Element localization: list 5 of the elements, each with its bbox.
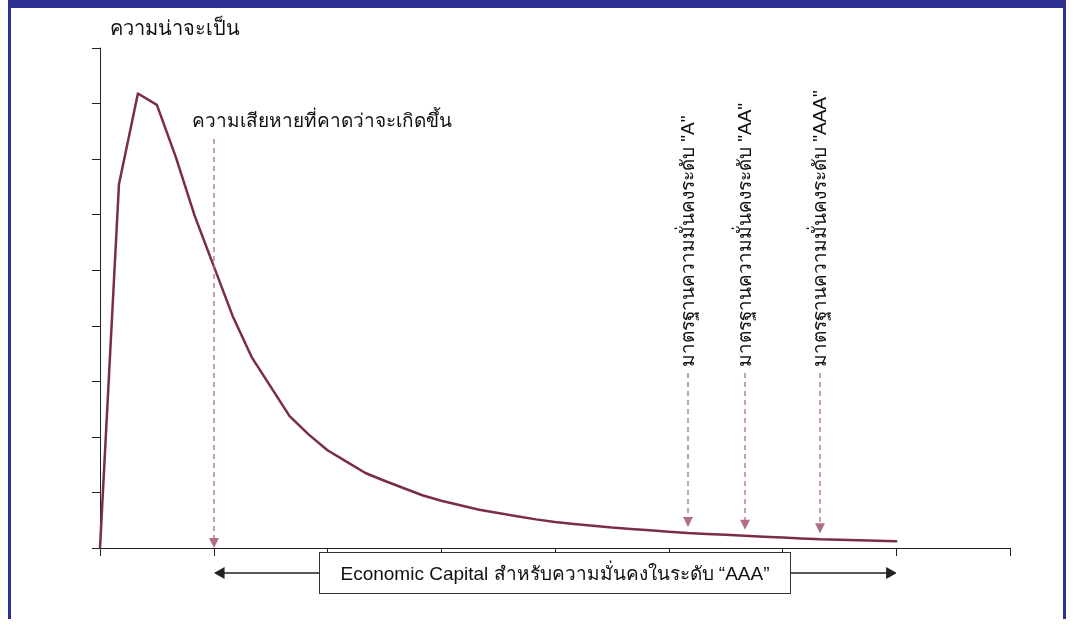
- annotation: ความเสียหายที่คาดว่าจะเกิดขึ้น: [191, 108, 452, 133]
- annotation: มาตรฐานความมั่นคงระดับ "AA": [733, 102, 756, 367]
- text: Economic Capital สำหรับความมั่นคงในระดับ “AAA”: [319, 552, 791, 594]
- annotation: มาตรฐานความมั่นคงระดับ "A": [676, 115, 699, 367]
- y-axis-title: ความน่าจะเป็น: [110, 15, 240, 39]
